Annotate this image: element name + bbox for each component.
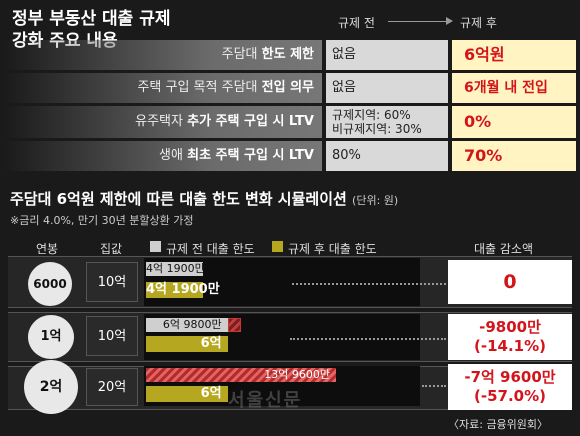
policy-row-loan-limit: 주담대 한도 제한 없음 6억원: [4, 40, 576, 70]
reduction-amount: -7억 9600만: [464, 368, 556, 386]
reduction-amount: 0: [503, 270, 517, 293]
policy-before: 없음: [326, 40, 448, 70]
house-price-box: 10억: [86, 316, 138, 356]
house-price-box: 10억: [86, 262, 138, 302]
policy-row-ltv-owner: 유주택자 추가 주택 구입 시 LTV 규제지역: 60% 비규제지역: 30%…: [4, 106, 576, 138]
dotted-leader: [290, 338, 446, 340]
reduction-pct: (-14.1%): [474, 337, 546, 355]
reduction-amount: -9800만: [479, 318, 541, 336]
policy-after: 6개월 내 전입: [452, 73, 576, 103]
policy-before-line1: 규제지역: 60%: [332, 108, 411, 122]
house-price-box: 20억: [86, 368, 138, 406]
policy-label: 주담대 한도 제한: [4, 40, 322, 70]
watermark-logo: 서울신문: [228, 390, 303, 411]
simulation-title: 주담대 6억원 제한에 따른 대출 한도 변화 시뮬레이션 (단위: 원): [10, 190, 399, 208]
col-after-header: 규제 후: [460, 16, 497, 30]
bar-before-row3: 13억 9600만: [146, 368, 336, 382]
policy-before-line2: 비규제지역: 30%: [332, 122, 422, 136]
dotted-leader: [422, 385, 446, 387]
reduction-hatch-row2: [227, 318, 241, 332]
income-circle: 2억: [24, 360, 78, 414]
policy-before: 없음: [326, 73, 448, 103]
policy-row-move-in: 주택 구입 목적 주담대 전입 의무 없음 6개월 내 전입: [4, 73, 576, 103]
reduction-pct: (-57.0%): [474, 387, 546, 405]
dotted-leader: [292, 283, 446, 285]
legend-after: 규제 후 대출 한도: [288, 242, 377, 256]
legend-swatch-before: [150, 241, 161, 252]
policy-before: 80%: [326, 141, 448, 171]
reduction-box-row1: 0: [448, 260, 572, 304]
policy-after: 6억원: [452, 40, 576, 70]
col-income-header: 연봉: [36, 242, 59, 256]
policy-after: 70%: [452, 141, 576, 171]
policy-label: 유주택자 추가 주택 구입 시 LTV: [4, 106, 322, 138]
arrow-line: [388, 21, 448, 22]
policy-before: 규제지역: 60% 비규제지역: 30%: [326, 106, 448, 138]
legend-swatch-after: [272, 241, 283, 252]
arrow-right-icon: [446, 17, 453, 25]
reduction-box-row3: -7억 9600만 (-57.0%): [448, 364, 572, 410]
bar-before-row1: 4억 1900만: [146, 262, 205, 276]
reduction-box-row2: -9800만 (-14.1%): [448, 314, 572, 360]
title-line-1: 정부 부동산 대출 규제: [12, 9, 171, 29]
policy-label: 주택 구입 목적 주담대 전입 의무: [4, 73, 322, 103]
policy-row-ltv-first: 생애 최초 주택 구입 시 LTV 80% 70%: [4, 141, 576, 171]
bar-before-row2: 6억 9800만: [146, 318, 228, 332]
bar-after-row1: 4억 1900만: [146, 282, 220, 298]
policy-after: 0%: [452, 106, 576, 138]
source-note: 〈자료: 금융위원회〉: [448, 418, 549, 431]
col-house-header: 집값: [100, 242, 123, 256]
bar-after-row2: 6억: [146, 336, 228, 352]
legend-before: 규제 전 대출 한도: [166, 242, 255, 256]
policy-label: 생애 최초 주택 구입 시 LTV: [4, 141, 322, 171]
col-before-header: 규제 전: [338, 16, 375, 30]
assumption-note: ※금리 4.0%, 만기 30년 분할상환 가정: [10, 214, 194, 227]
income-circle: 1억: [28, 315, 74, 359]
col-reduction-header: 대출 감소액: [474, 242, 534, 256]
bar-after-row3: 6억: [146, 386, 228, 402]
income-circle: 6000만: [28, 262, 72, 335]
